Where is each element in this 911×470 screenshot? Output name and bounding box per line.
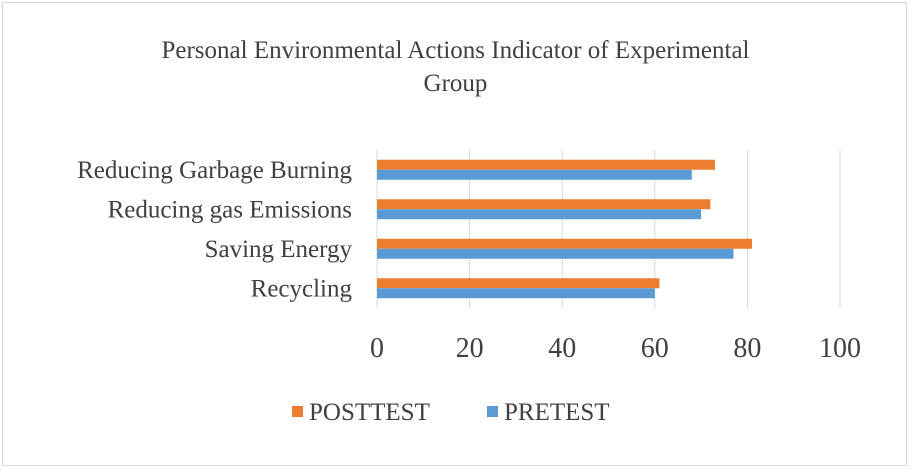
bar-posttest-2 bbox=[377, 238, 753, 249]
x-tick-label-80: 80 bbox=[733, 333, 761, 364]
bar-pretest-0 bbox=[377, 169, 692, 180]
bar-posttest-1 bbox=[377, 199, 711, 210]
bar-posttest-0 bbox=[377, 159, 715, 170]
legend-swatch-posttest bbox=[292, 406, 303, 417]
x-tick-label-100: 100 bbox=[819, 333, 861, 364]
legend-label-pretest: PRETEST bbox=[504, 399, 610, 426]
chart-title-line-1: Personal Environmental Actions Indicator… bbox=[161, 37, 750, 64]
bar-pretest-2 bbox=[377, 248, 734, 259]
bar-pretest-1 bbox=[377, 209, 702, 220]
legend-label-posttest: POSTTEST bbox=[309, 399, 430, 426]
bar-posttest-3 bbox=[377, 278, 660, 289]
legend-swatch-pretest bbox=[487, 406, 498, 417]
x-tick-label-20: 20 bbox=[456, 333, 484, 364]
category-label-2: Saving Energy bbox=[205, 236, 353, 263]
chart-title-line-2: Group bbox=[423, 70, 488, 97]
x-tick-label-0: 0 bbox=[370, 333, 384, 364]
category-label-1: Reducing gas Emissions bbox=[108, 196, 352, 223]
bar-pretest-3 bbox=[377, 288, 655, 299]
chart-title: Personal Environmental Actions Indicator… bbox=[0, 34, 911, 100]
x-tick-label-40: 40 bbox=[548, 333, 576, 364]
category-label-3: Recycling bbox=[251, 275, 353, 302]
category-label-0: Reducing Garbage Burning bbox=[77, 157, 352, 184]
x-tick-label-60: 60 bbox=[641, 333, 669, 364]
